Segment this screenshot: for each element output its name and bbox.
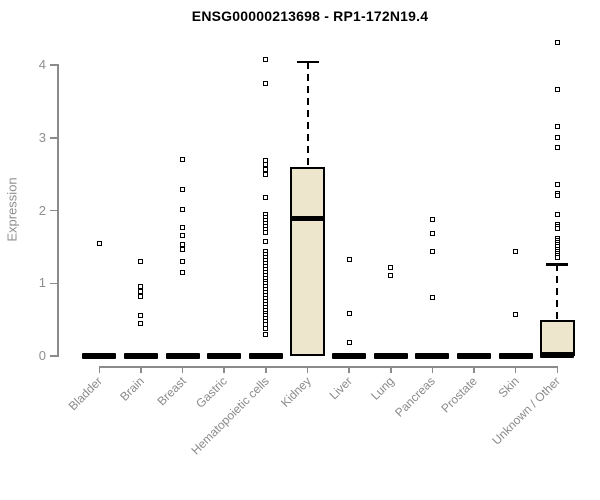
- y-axis-tick-label: 0: [38, 348, 46, 363]
- outlier-point: [388, 273, 394, 279]
- outlier-point: [429, 249, 435, 255]
- outlier-point: [554, 134, 560, 140]
- outlier-point: [180, 206, 186, 212]
- outlier-point: [263, 80, 269, 86]
- outlier-point: [263, 57, 269, 63]
- x-axis-tick: [473, 366, 475, 373]
- box-unknown-other: [539, 320, 575, 356]
- outlier-point: [346, 257, 352, 263]
- outlier-point: [513, 249, 519, 255]
- outlier-point: [138, 258, 144, 264]
- outlier-point: [263, 194, 269, 200]
- zero-median-bar-breast: [165, 353, 200, 359]
- outlier-point: [263, 325, 269, 331]
- outlier-point: [180, 157, 186, 163]
- outlier-point: [138, 312, 144, 318]
- outlier-point: [429, 230, 435, 236]
- outlier-point: [138, 288, 144, 294]
- outlier-point: [388, 265, 394, 271]
- x-axis-tick: [140, 366, 142, 373]
- zero-median-bar-skin: [498, 353, 533, 359]
- outlier-point: [138, 320, 144, 326]
- y-axis-tick: [50, 209, 57, 212]
- y-axis-tick-label: 1: [38, 275, 46, 291]
- median-line-kidney: [292, 215, 323, 221]
- x-axis-tick: [306, 366, 309, 373]
- chart-title: ENSG00000213698 - RP1-172N19.4: [191, 8, 429, 24]
- outlier-point: [263, 172, 269, 178]
- outlier-point: [554, 39, 560, 45]
- outlier-point: [180, 186, 186, 192]
- outlier-point: [180, 224, 186, 230]
- zero-median-bar-liver: [332, 353, 367, 359]
- y-axis-tick: [50, 355, 57, 357]
- outlier-point: [554, 86, 560, 92]
- outlier-point: [554, 226, 560, 232]
- zero-median-bar-hematopoietic-cells: [248, 353, 283, 359]
- x-axis-tick: [223, 366, 225, 373]
- outlier-point: [429, 294, 435, 300]
- outlier-point: [346, 310, 352, 316]
- outlier-point: [138, 293, 144, 299]
- outlier-point: [180, 269, 186, 275]
- whisker-kidney: [306, 62, 309, 167]
- whisker-cap-unknown-other: [546, 263, 569, 266]
- outlier-point: [346, 340, 352, 346]
- outlier-point: [263, 239, 269, 245]
- x-axis-tick: [98, 366, 101, 373]
- zero-median-bar-gastric: [207, 353, 242, 359]
- outlier-point: [263, 167, 269, 173]
- outlier-point: [554, 192, 560, 198]
- x-axis-tick: [431, 366, 434, 373]
- whisker-unknown-other: [556, 264, 559, 321]
- outlier-point: [554, 181, 560, 187]
- x-axis-line: [98, 366, 559, 368]
- x-axis-tick: [265, 366, 267, 373]
- outlier-point: [180, 233, 186, 239]
- outlier-point: [429, 216, 435, 222]
- outlier-point: [513, 312, 519, 318]
- y-axis-tick: [50, 282, 57, 284]
- y-axis-tick: [50, 137, 57, 139]
- outlier-point: [180, 246, 186, 252]
- outlier-point: [263, 162, 269, 168]
- x-axis-tick: [181, 366, 184, 373]
- outlier-point: [263, 332, 269, 338]
- outlier-point: [554, 255, 560, 261]
- zero-median-bar-pancreas: [415, 353, 450, 359]
- y-axis-tick-label: 4: [38, 57, 46, 72]
- median-line-unknown-other: [540, 352, 575, 358]
- outlier-point: [180, 258, 186, 264]
- outlier-point: [554, 145, 560, 151]
- box-kidney: [290, 166, 325, 356]
- x-axis-tick: [556, 366, 559, 373]
- whisker-cap-kidney: [296, 60, 319, 64]
- zero-median-bar-brain: [123, 353, 158, 359]
- zero-median-bar-lung: [373, 353, 408, 359]
- x-axis-tick: [390, 366, 392, 373]
- outlier-point: [554, 124, 560, 130]
- x-axis-tick: [348, 366, 350, 373]
- y-axis-line: [57, 64, 59, 357]
- y-axis-tick-label: 2: [38, 202, 46, 218]
- outlier-point: [263, 229, 269, 235]
- y-axis-tick: [50, 64, 57, 66]
- y-axis-tick-label: 3: [38, 129, 46, 145]
- outlier-point: [554, 212, 560, 218]
- x-axis-tick: [514, 366, 517, 373]
- zero-median-bar-bladder: [82, 353, 117, 359]
- zero-median-bar-prostate: [457, 353, 492, 359]
- outlier-point: [96, 241, 102, 247]
